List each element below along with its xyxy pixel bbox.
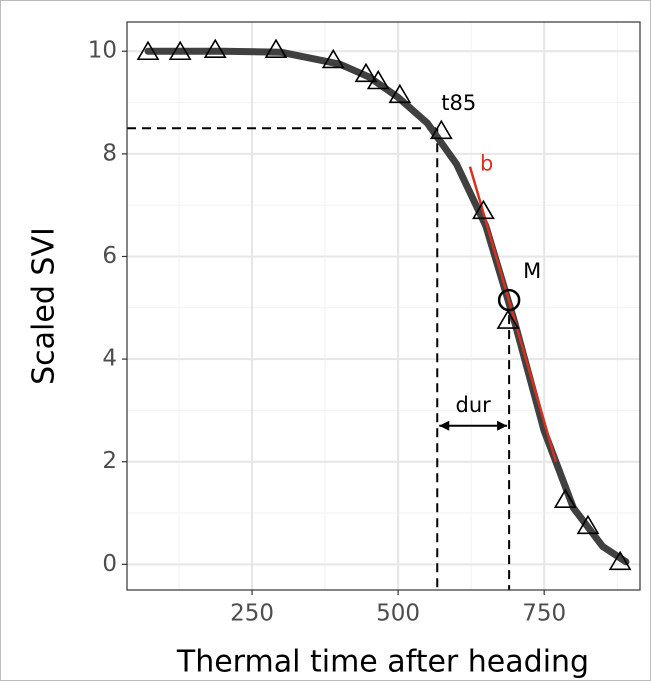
observed-point: [354, 62, 378, 83]
panel-border: [126, 21, 641, 591]
y-tick-label: 0: [102, 551, 117, 577]
observed-point: [553, 488, 577, 508]
y-tick-label: 10: [88, 38, 117, 64]
y-tick-label: 2: [102, 448, 117, 474]
observed-point: [168, 40, 192, 61]
observed-point: [203, 38, 227, 58]
observed-point: [321, 48, 345, 69]
observed-point: [388, 83, 412, 104]
observed-point: [136, 40, 160, 61]
observed-point: [576, 514, 600, 535]
observed-point: [608, 550, 632, 571]
M-label: M: [523, 259, 541, 283]
dur-label: dur: [456, 393, 492, 417]
observed-point: [366, 69, 390, 90]
y-tick-label: 8: [102, 140, 117, 166]
panel: [127, 22, 640, 590]
b-label: b: [480, 152, 493, 176]
observed-point: [472, 199, 495, 220]
x-axis-label: Thermal time after heading: [176, 645, 589, 680]
inflection-point: [497, 288, 521, 312]
y-tick-label: 6: [102, 243, 117, 269]
x-tick-label: 500: [376, 601, 420, 627]
y-tick-label: 4: [102, 346, 117, 372]
observed-point: [496, 309, 520, 329]
observed-point: [264, 38, 288, 58]
x-tick-label: 250: [230, 601, 274, 627]
x-tick-label: 750: [522, 601, 566, 627]
y-axis-label: Scaled SVI: [27, 227, 62, 385]
tangent-line: [468, 166, 558, 463]
t85-label: t85: [441, 91, 476, 115]
observed-point: [429, 119, 453, 140]
